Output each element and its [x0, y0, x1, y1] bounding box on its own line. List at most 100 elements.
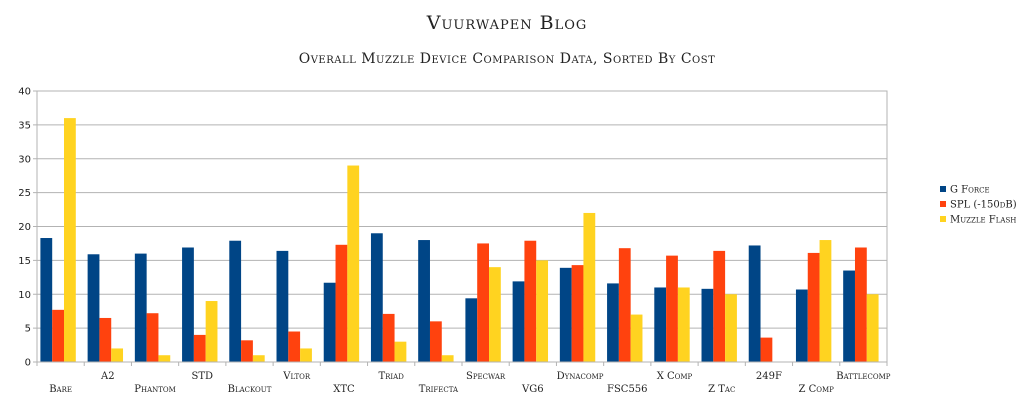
y-tick-label: 25	[18, 188, 31, 199]
bar-muzzle-flash	[394, 341, 407, 362]
bar-spl-150db	[193, 334, 206, 362]
bar-g-force	[182, 247, 194, 362]
bar-group	[512, 240, 549, 362]
bar-g-force	[229, 240, 242, 362]
chart-title: Vuurwapen Blog	[426, 12, 588, 34]
x-tick-label: VG6	[521, 384, 544, 395]
x-tick-label: 249F	[756, 371, 782, 382]
x-tick-label: Phantom	[134, 384, 176, 395]
bar-spl-150db	[99, 317, 112, 362]
bar-spl-150db	[854, 247, 867, 362]
bar-spl-150db	[335, 244, 348, 362]
bar-muzzle-flash	[64, 118, 76, 362]
bar-muzzle-flash	[630, 314, 643, 362]
bar-group	[370, 233, 407, 362]
y-tick-label: 10	[18, 290, 31, 301]
bar-g-force	[323, 282, 336, 362]
bar-spl-150db	[477, 243, 489, 362]
bar-spl-150db	[618, 248, 631, 362]
bar-g-force	[40, 238, 53, 362]
bar-group	[323, 165, 360, 362]
bar-g-force	[134, 253, 147, 362]
bar-spl-150db	[288, 331, 301, 362]
y-tick-label: 0	[25, 358, 31, 369]
y-tick-label: 20	[18, 222, 31, 233]
y-tick-label: 40	[18, 87, 31, 98]
x-tick-label: Z Tac	[708, 384, 735, 395]
legend-swatch	[940, 201, 946, 207]
x-tick-label: Vltor	[282, 371, 311, 382]
bar-g-force	[559, 267, 572, 362]
x-tick-label: XTC	[333, 384, 355, 395]
legend: G Force SPL (-150dB) Muzzle Flash	[940, 185, 1017, 226]
bar-muzzle-flash	[866, 294, 879, 362]
axes: 0 5 10 15 20 25 30 35 40 Bare A2 Phantom STD Blackout…	[18, 87, 891, 396]
bar-g-force	[748, 245, 761, 362]
bar-group	[40, 118, 76, 362]
bar-g-force	[654, 287, 667, 362]
bar-spl-150db	[807, 252, 820, 362]
bar-group	[182, 247, 218, 362]
bar-group	[134, 253, 171, 362]
bar-group	[654, 255, 690, 362]
bar-spl-150db	[571, 265, 584, 362]
bar-muzzle-flash	[347, 165, 360, 362]
bar-muzzle-flash	[252, 355, 265, 362]
bar-spl-150db	[666, 255, 678, 362]
bar-g-force	[607, 283, 619, 362]
legend-label: SPL (-150dB)	[950, 200, 1017, 211]
bar-g-force	[418, 240, 430, 362]
bar-g-force	[701, 288, 714, 362]
bar-group	[748, 245, 773, 362]
bar-g-force	[843, 270, 855, 362]
bar-muzzle-flash	[111, 348, 124, 362]
bar-g-force	[370, 233, 383, 362]
x-tick-label: Dynacomp	[557, 371, 604, 382]
x-tick-label: FSC556	[607, 384, 648, 395]
bar-muzzle-flash	[819, 240, 832, 362]
x-tick-label: Specwar	[466, 371, 506, 382]
legend-label: Muzzle Flash	[950, 215, 1016, 226]
bar-spl-150db	[146, 313, 159, 362]
bar-g-force	[465, 298, 478, 362]
bar-spl-150db	[760, 337, 773, 362]
bar-muzzle-flash	[677, 287, 690, 362]
bar-group	[701, 250, 737, 362]
legend-swatch	[940, 186, 946, 192]
y-tick-label: 30	[18, 154, 31, 165]
bar-group	[843, 247, 879, 362]
x-tick-label: Triad	[378, 371, 404, 382]
bar-muzzle-flash	[205, 301, 218, 362]
bar-spl-150db	[713, 250, 726, 362]
bar-spl-150db	[241, 340, 253, 362]
bar-group	[276, 250, 312, 362]
bar-muzzle-flash	[583, 212, 596, 362]
bar-g-force	[795, 289, 808, 362]
bar-spl-150db	[382, 313, 395, 362]
bar-group	[607, 248, 643, 362]
bar-g-force	[276, 250, 289, 362]
legend-swatch	[940, 216, 946, 222]
bar-group	[418, 240, 454, 362]
x-tick-label: Battlecomp	[836, 371, 891, 382]
bar-spl-150db	[524, 240, 537, 362]
x-tick-label: Blackout	[228, 384, 272, 395]
bar-spl-150db	[429, 321, 442, 362]
bar-group	[795, 240, 832, 362]
bar-muzzle-flash	[489, 267, 501, 362]
legend-label: G Force	[950, 185, 990, 196]
bars	[40, 118, 879, 362]
bar-group	[559, 212, 596, 362]
chart-subtitle: Overall Muzzle Device Comparison Data, S…	[299, 51, 716, 67]
y-tick-label: 15	[18, 256, 31, 267]
bar-group	[229, 240, 265, 362]
x-tick-label: X Comp	[657, 371, 693, 382]
bar-spl-150db	[52, 309, 64, 362]
bar-muzzle-flash	[158, 355, 171, 362]
x-tick-label: STD	[192, 371, 214, 382]
y-tick-label: 35	[18, 120, 31, 131]
x-tick-label: Bare	[49, 384, 72, 395]
x-tick-label: Trifecta	[419, 384, 459, 395]
